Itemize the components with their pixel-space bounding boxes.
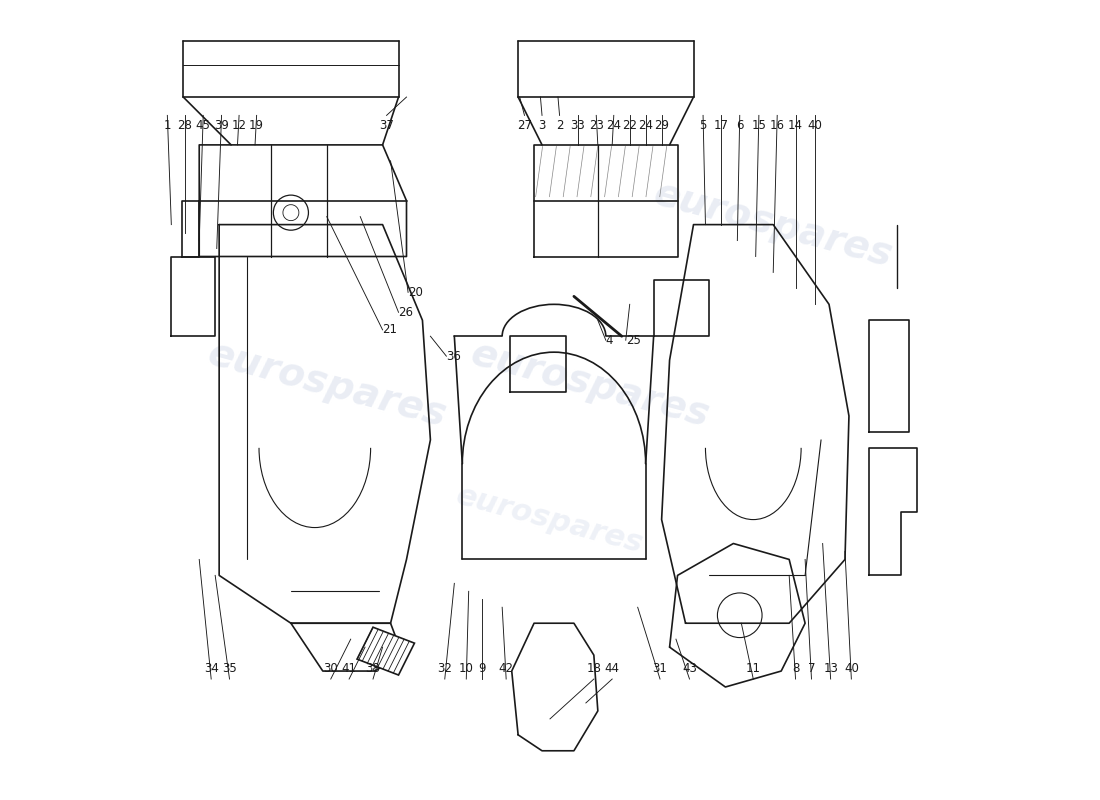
- Text: 6: 6: [736, 119, 744, 132]
- Text: eurospares: eurospares: [453, 481, 647, 558]
- Text: 26: 26: [398, 306, 414, 319]
- Text: 11: 11: [746, 662, 761, 675]
- Text: 35: 35: [222, 662, 236, 675]
- Text: 40: 40: [807, 119, 822, 132]
- Text: 27: 27: [517, 119, 532, 132]
- Text: 9: 9: [478, 662, 486, 675]
- Text: 16: 16: [770, 119, 784, 132]
- Text: 31: 31: [652, 662, 668, 675]
- Text: 14: 14: [788, 119, 803, 132]
- Text: 32: 32: [438, 662, 452, 675]
- Text: 3: 3: [538, 119, 546, 132]
- Text: 44: 44: [605, 662, 619, 675]
- Text: 15: 15: [751, 119, 767, 132]
- Text: 12: 12: [232, 119, 246, 132]
- Text: 25: 25: [626, 334, 640, 346]
- Polygon shape: [358, 627, 415, 675]
- Text: 45: 45: [196, 119, 210, 132]
- Text: 10: 10: [459, 662, 474, 675]
- Text: 41: 41: [342, 662, 356, 675]
- Text: 5: 5: [700, 119, 707, 132]
- Text: eurospares: eurospares: [466, 334, 714, 434]
- Text: 24: 24: [638, 119, 653, 132]
- Text: eurospares: eurospares: [204, 334, 450, 434]
- Text: 13: 13: [823, 662, 838, 675]
- Text: 2: 2: [556, 119, 563, 132]
- Text: 17: 17: [714, 119, 729, 132]
- Text: 22: 22: [623, 119, 637, 132]
- Text: 24: 24: [606, 119, 621, 132]
- Text: 20: 20: [408, 286, 424, 299]
- Text: 18: 18: [586, 662, 602, 675]
- Text: 39: 39: [214, 119, 229, 132]
- Text: eurospares: eurospares: [650, 174, 896, 274]
- Text: 42: 42: [498, 662, 514, 675]
- Text: 33: 33: [571, 119, 585, 132]
- Text: 21: 21: [383, 323, 397, 336]
- Text: 34: 34: [204, 662, 219, 675]
- Text: 7: 7: [807, 662, 815, 675]
- Text: 40: 40: [844, 662, 859, 675]
- Text: 8: 8: [792, 662, 800, 675]
- Text: 23: 23: [588, 119, 604, 132]
- Text: 38: 38: [365, 662, 381, 675]
- Text: 37: 37: [379, 119, 394, 132]
- Text: 36: 36: [447, 350, 461, 362]
- Text: 19: 19: [249, 119, 264, 132]
- Text: 1: 1: [164, 119, 172, 132]
- Text: 4: 4: [606, 334, 614, 346]
- Text: 29: 29: [654, 119, 669, 132]
- Text: 30: 30: [323, 662, 338, 675]
- Text: 28: 28: [177, 119, 192, 132]
- Text: 43: 43: [682, 662, 697, 675]
